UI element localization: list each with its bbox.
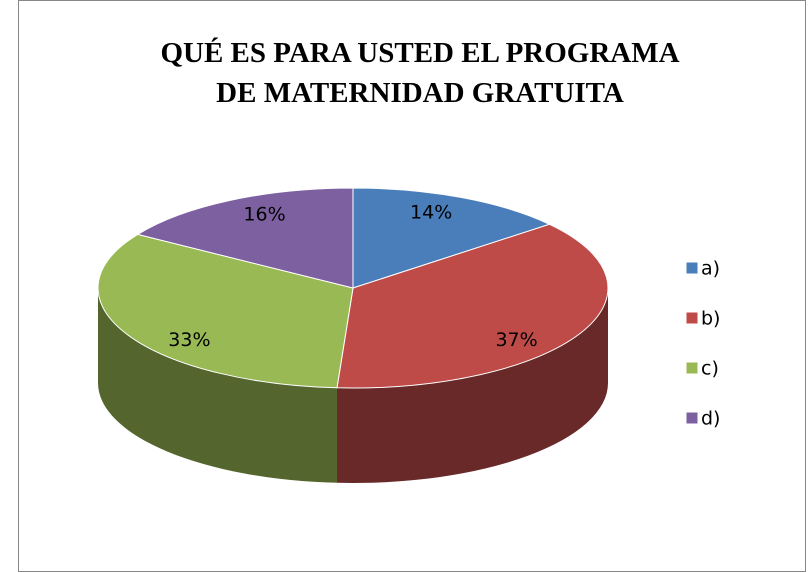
pie-slice <box>136 187 354 289</box>
legend-label: a) <box>701 258 720 280</box>
pie-slice <box>336 223 609 389</box>
legend-swatch <box>685 261 699 275</box>
pie-slice <box>352 187 551 289</box>
data-label: 33% <box>168 329 210 351</box>
legend-swatch <box>685 411 699 425</box>
pie-slice <box>97 233 354 389</box>
data-label: 37% <box>495 329 537 351</box>
legend-swatch <box>685 311 699 325</box>
data-label: 14% <box>410 201 452 223</box>
data-label: 16% <box>243 203 285 225</box>
chart-title: QUÉ ES PARA USTED EL PROGRAMA DE MATERNID… <box>160 36 679 109</box>
legend-label: d) <box>701 408 720 430</box>
legend-swatch <box>685 361 699 375</box>
pie-slice-side <box>336 288 608 483</box>
pie-slice-side <box>98 288 337 483</box>
legend-label: b) <box>701 308 720 330</box>
legend-label: c) <box>701 358 719 380</box>
